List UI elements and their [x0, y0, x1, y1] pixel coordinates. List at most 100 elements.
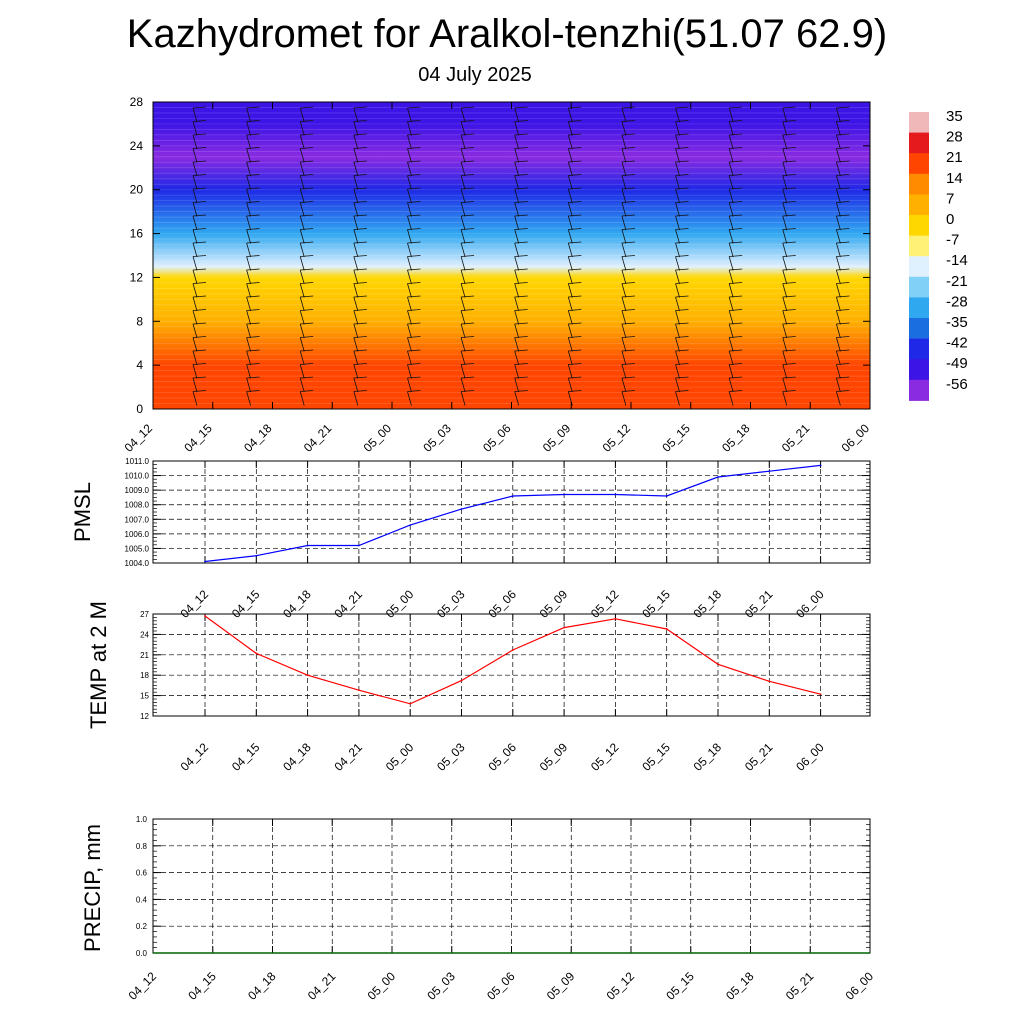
x-tick-label: 04_21 [305, 969, 339, 1003]
wind-barb-flag [246, 214, 260, 217]
wind-barb [246, 229, 251, 244]
wind-barb-flag [675, 106, 689, 109]
wind-barb-flag [782, 106, 796, 109]
wind-barb [299, 161, 305, 177]
wind-barb-flag [300, 268, 314, 271]
wind-barb-flag [729, 295, 743, 298]
wind-barb-flag [514, 282, 528, 284]
wind-barb [460, 310, 466, 325]
wind-barb-flag [300, 241, 314, 244]
wind-barb-flag [461, 268, 475, 271]
wind-barb [407, 215, 412, 231]
wind-barb [567, 310, 573, 325]
wind-barb [299, 296, 305, 312]
wind-barb-flag [300, 349, 314, 352]
wind-barb-flag [300, 214, 314, 217]
wind-barb-flag [729, 282, 743, 284]
wind-barb [407, 350, 412, 366]
y-tick-label: 16 [130, 227, 144, 241]
wind-barb [407, 121, 412, 136]
wind-barb-flag [300, 174, 314, 176]
wind-barb [246, 350, 251, 366]
wind-barb [299, 323, 305, 339]
wind-barb [192, 229, 198, 244]
wind-barb-flag [675, 228, 689, 230]
wind-barb-flag [675, 120, 689, 122]
wind-barb [514, 283, 520, 298]
wind-barb-flag [192, 309, 207, 311]
wind-barb-flag [407, 349, 421, 352]
wind-barb [567, 148, 573, 163]
wind-barb [675, 256, 680, 271]
wind-barb-flag [782, 133, 796, 136]
wind-barb [728, 364, 734, 379]
y-tick-label: 12 [130, 270, 144, 284]
x-tick-label: 04_15 [185, 969, 219, 1003]
wind-barb-flag [246, 174, 260, 176]
wind-barb-flag [621, 268, 635, 271]
wind-barb-flag [782, 187, 796, 190]
wind-barb-flag [192, 268, 207, 271]
pmsl-panel: 1004.0 1005.0 1006.0 1007.0 1008.0 1009.0 1010… [70, 457, 871, 621]
wind-barb-flag [192, 228, 207, 230]
wind-barb [514, 229, 520, 244]
wind-barb [299, 121, 305, 136]
wind-barb [621, 323, 627, 339]
wind-barb-flag [675, 187, 689, 190]
x-tick-label: 05_09 [537, 587, 571, 621]
wind-barb-flag [514, 268, 528, 271]
wind-barb-flag [353, 147, 367, 149]
wind-barb [728, 242, 734, 258]
wind-barb [728, 107, 734, 123]
wind-barb-flag [782, 214, 796, 217]
y-tick-label: 4 [136, 358, 143, 372]
data-point [665, 628, 668, 630]
wind-barb [407, 391, 412, 406]
wind-barb-flag [192, 214, 207, 217]
y-tick-label: 0.4 [136, 895, 148, 904]
wind-barb [407, 188, 412, 204]
wind-barb-flag [782, 268, 796, 271]
x-tick-label: 06_00 [839, 421, 873, 455]
wind-barb [514, 310, 520, 325]
wind-barb [514, 323, 520, 339]
wind-barb [621, 202, 627, 217]
wind-barb [407, 269, 412, 285]
wind-barb-flag [192, 390, 207, 392]
wind-barb-flag [621, 390, 635, 392]
wind-barb-flag [782, 241, 796, 244]
wind-barb-flag [621, 336, 635, 338]
wind-barb-flag [836, 295, 850, 298]
wind-barb [299, 107, 305, 123]
wind-barb [353, 175, 359, 190]
x-tick-label: 05_18 [691, 587, 725, 621]
wind-barb-flag [407, 309, 421, 311]
wind-barb [621, 229, 627, 244]
colorbar-label: -56 [946, 376, 968, 393]
wind-barb-flag [675, 336, 689, 338]
wind-barb [514, 242, 520, 258]
wind-barb-flag [407, 133, 421, 136]
colorbar-label: -49 [946, 355, 968, 372]
wind-barb [621, 161, 627, 177]
wind-barb [782, 269, 788, 285]
x-tick-label: 04_12 [122, 421, 156, 455]
wind-barb-flag [836, 187, 850, 190]
wind-barb-flag [192, 363, 207, 365]
y-axis-label: TEMP at 2 M [86, 601, 111, 729]
wind-barb-flag [353, 282, 367, 284]
wind-barb-flag [782, 322, 796, 325]
wind-barb-flag [192, 295, 207, 298]
wind-barb-flag [729, 174, 743, 176]
wind-barb [621, 175, 627, 190]
wind-barb-flag [782, 255, 796, 257]
wind-barb [728, 391, 734, 406]
wind-barb-flag [621, 120, 635, 122]
x-tick-label: 05_18 [723, 969, 757, 1003]
wind-barb-flag [246, 133, 260, 136]
wind-barb-flag [782, 147, 796, 149]
wind-barb-flag [300, 363, 314, 365]
wind-barb [728, 269, 734, 285]
colorbar-label: 21 [946, 149, 963, 166]
wind-barb [675, 364, 680, 379]
